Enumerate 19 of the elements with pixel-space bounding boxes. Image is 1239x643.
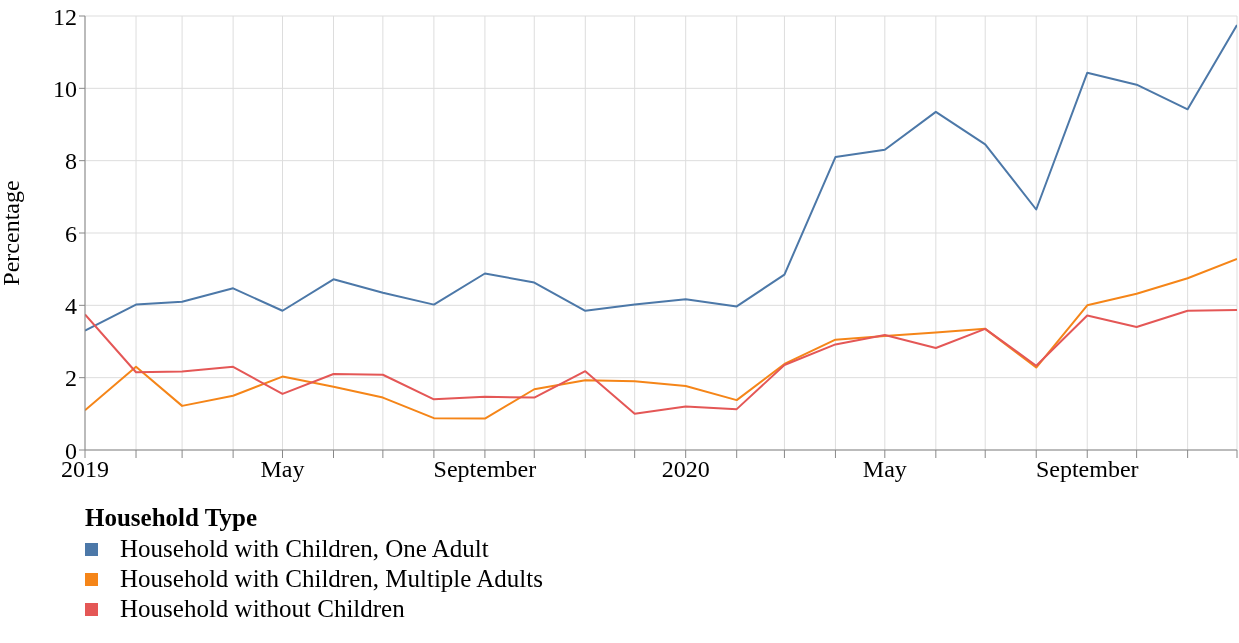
y-tick-label: 12 (53, 3, 77, 30)
y-tick-label: 10 (53, 75, 77, 102)
x-tick-label: May (862, 456, 907, 483)
x-tick-label: 2020 (661, 456, 710, 483)
x-tick-label: May (260, 456, 305, 483)
legend-label: Household without Children (120, 594, 405, 624)
x-tick-label: September (1035, 456, 1139, 483)
line-series (85, 309, 1237, 415)
y-tick-label: 2 (65, 365, 77, 392)
line-series (85, 258, 1237, 420)
legend-label: Household with Children, Multiple Adults (120, 564, 543, 594)
y-tick-label: 4 (65, 292, 77, 319)
legend-title: Household Type (85, 504, 259, 532)
y-tick-label: 8 (65, 148, 77, 175)
y-tick-label: 6 (65, 220, 77, 247)
x-tick-label: September (433, 456, 537, 483)
line-series (85, 24, 1237, 332)
y-axis-title: Percentage (0, 180, 24, 286)
legend-label: Household with Children, One Adult (120, 534, 489, 564)
